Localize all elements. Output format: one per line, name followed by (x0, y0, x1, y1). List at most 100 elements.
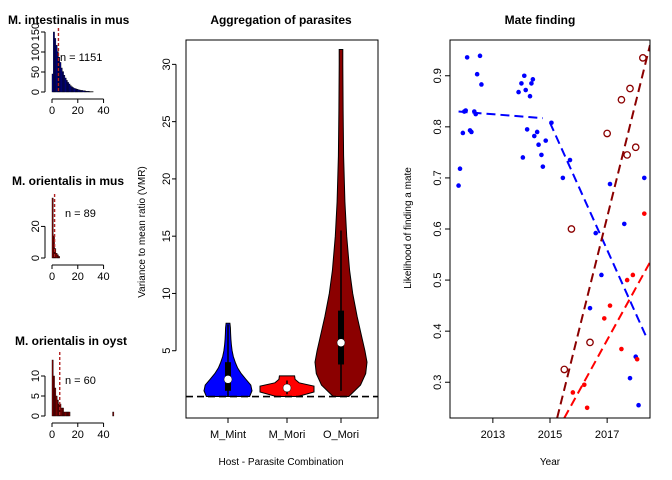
scatter-point (567, 225, 576, 233)
scatter-x-axis-label: Year (540, 457, 561, 468)
histogram-2-n-label: n = 89 (65, 208, 96, 220)
scatter-point (636, 402, 641, 408)
scatter-point (624, 277, 630, 283)
x-tick-label: O_Mori (323, 429, 359, 441)
x-tick-label: 0 (49, 105, 55, 117)
scatter-point (474, 71, 480, 77)
violin-panel: Aggregation of parasites Host - Parasite… (137, 13, 379, 468)
histogram-1-plot-area: 0 20 40 0 50 100 150 (30, 23, 110, 117)
x-tick-label: 20 (72, 271, 84, 283)
scatter-point (631, 143, 640, 152)
violin-x-axis-label: Host - Parasite Combination (218, 457, 343, 468)
scatter-point (623, 151, 631, 159)
scatter-point (523, 87, 529, 93)
histogram-panel-3: M. orientalis in oyst 0 20 40 0 5 10 n = 60 (15, 334, 127, 441)
scatter-point (530, 77, 536, 82)
scatter-point (521, 73, 527, 79)
violin-median-point (282, 383, 292, 393)
x-tick-label: 0 (49, 429, 55, 441)
scatter-point (641, 211, 647, 216)
y-tick-label: 0.9 (432, 68, 444, 83)
scatter-point (464, 55, 470, 60)
y-tick-label: 0.4 (432, 324, 444, 339)
scatter-point (619, 346, 624, 352)
histogram-bar (58, 256, 60, 259)
histogram-2-title: M. orientalis in mus (12, 174, 124, 188)
scatter-point (540, 164, 546, 169)
x-tick-label: M_Mint (210, 429, 246, 441)
scatter-point (524, 127, 530, 132)
x-tick-label: 2017 (595, 429, 619, 441)
scatter-point (639, 54, 647, 62)
y-tick-label: 10 (30, 370, 42, 382)
y-tick-label: 0 (30, 255, 42, 261)
scatter-point (539, 152, 544, 158)
y-tick-label: 25 (161, 116, 173, 128)
scatter-point (463, 108, 469, 113)
y-tick-label: 5 (30, 393, 42, 399)
y-tick-label: 0.6 (432, 221, 444, 236)
scatter-point (531, 133, 537, 139)
scatter-point (603, 129, 611, 138)
violin-y-axis-label: Variance to mean ratio (VMR) (137, 166, 148, 298)
y-tick-label: 20 (161, 173, 173, 185)
scatter-point (456, 183, 461, 188)
x-tick-label: M_Mori (269, 429, 306, 441)
scatter-point (560, 175, 566, 181)
scatter-point (529, 81, 534, 86)
histogram-bar (68, 411, 71, 417)
histogram-3-n-label: n = 60 (65, 375, 96, 387)
scatter-point (519, 81, 524, 86)
x-tick-label: 40 (97, 271, 109, 283)
y-tick-label: 5 (161, 348, 173, 354)
scatter-point (584, 405, 590, 411)
scatter-point (460, 130, 466, 136)
violin-iqr-box (338, 310, 344, 365)
violin-median-point (223, 375, 233, 384)
y-tick-label: 100 (30, 43, 42, 61)
scatter-point (534, 129, 540, 135)
scatter-point (479, 82, 484, 87)
scatter-point (469, 129, 474, 135)
scatter-point (536, 142, 541, 148)
histogram-1-title: M. intestinalis in mus (8, 13, 130, 27)
trend-line (458, 110, 543, 120)
y-tick-label: 10 (161, 287, 173, 299)
scatter-point (473, 111, 479, 117)
histogram-panel-2: M. orientalis in mus 0 20 40 0 20 n = 89 (12, 174, 124, 283)
violin-title: Aggregation of parasites (210, 13, 352, 27)
trend-line (556, 44, 650, 418)
scatter-point (567, 157, 573, 163)
scatter-point (626, 84, 634, 93)
scatter-point (593, 230, 599, 236)
violin-median-point (336, 338, 346, 347)
violin-frame (185, 39, 379, 419)
histogram-2-plot-area: 0 20 40 0 20 (30, 194, 110, 283)
scatter-point (581, 382, 587, 388)
histogram-bar (51, 197, 54, 259)
scatter-point (641, 175, 647, 181)
scatter-point (560, 365, 569, 374)
scatter-point (549, 120, 554, 126)
scatter-point (543, 138, 549, 143)
violin-plot-area: 5 10 15 20 25 30 M_Mint M_Mori O_Mori (161, 39, 379, 441)
scatter-point (617, 95, 626, 104)
scatter-y-axis-label: Likelihood of finding a mate (403, 167, 414, 289)
trend-line (563, 261, 650, 418)
y-tick-label: 0.7 (432, 170, 444, 185)
scatter-point (601, 316, 607, 321)
scatter-point (516, 89, 521, 95)
scatter-point (630, 272, 636, 278)
scatter-point (621, 221, 627, 227)
scatter-point (627, 375, 633, 381)
y-tick-label: 150 (30, 23, 42, 41)
x-tick-label: 0 (49, 271, 55, 283)
x-tick-label: 2013 (481, 429, 505, 441)
scatter-point (634, 356, 640, 362)
x-tick-label: 20 (72, 429, 84, 441)
y-tick-label: 0 (30, 413, 42, 419)
scatter-point (599, 272, 604, 278)
y-tick-label: 15 (161, 230, 173, 242)
scatter-point (570, 390, 576, 395)
y-tick-label: 0 (30, 89, 42, 95)
